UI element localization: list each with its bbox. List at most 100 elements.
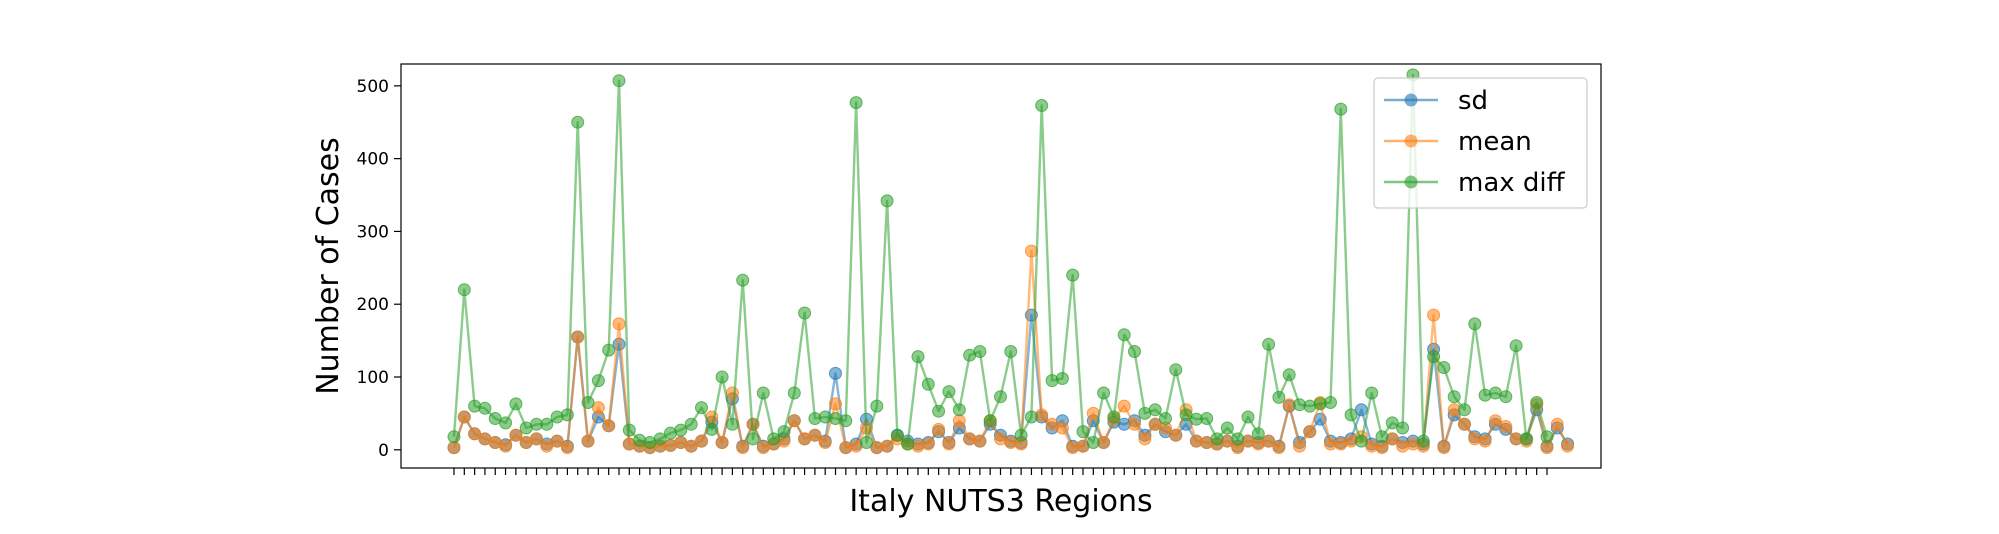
point-mean-11 (560, 441, 574, 455)
point-mean-106 (1540, 441, 1554, 455)
point-max-diff-80 (1272, 390, 1286, 404)
point-max-diff-88 (1354, 434, 1368, 448)
point-max-diff-81 (1282, 368, 1296, 382)
point-max-diff-17 (622, 423, 636, 437)
point-max-diff-83 (1303, 399, 1317, 413)
y-tick-label-100: 100 (357, 368, 389, 388)
point-max-diff-29 (746, 432, 760, 446)
x-axis-title: Italy NUTS3 Regions (849, 484, 1152, 519)
point-mean-26 (715, 436, 729, 449)
point-max-diff-26 (715, 370, 729, 384)
point-mean-16 (612, 317, 626, 331)
point-max-diff-9 (540, 417, 554, 431)
point-max-diff-3 (478, 401, 492, 415)
point-max-diff-62 (1086, 436, 1100, 449)
point-max-diff-56 (1024, 410, 1038, 424)
y-tick-label-300: 300 (357, 222, 389, 242)
point-max-diff-11 (560, 408, 574, 422)
point-max-diff-77 (1241, 410, 1255, 424)
point-mean-47 (932, 422, 946, 436)
point-mean-28 (736, 441, 750, 455)
point-max-diff-75 (1220, 421, 1234, 435)
point-max-diff-61 (1076, 425, 1090, 439)
point-max-diff-102 (1499, 390, 1513, 404)
point-max-diff-24 (695, 401, 708, 415)
point-max-diff-69 (1159, 412, 1172, 425)
point-max-diff-105 (1530, 396, 1544, 409)
series-max-diff (447, 68, 1554, 451)
point-mean-10 (550, 434, 564, 448)
point-max-diff-15 (602, 343, 616, 357)
point-max-diff-12 (571, 115, 585, 129)
point-mean-14 (591, 401, 605, 415)
point-max-diff-16 (612, 74, 626, 88)
point-max-diff-5 (499, 416, 513, 430)
point-max-diff-46 (921, 377, 935, 391)
point-mean-0 (447, 441, 461, 455)
point-mean-12 (571, 330, 585, 344)
y-axis-title: Number of Cases (311, 137, 346, 395)
legend-marker-max-diff (1404, 175, 1418, 189)
point-mean-48 (942, 437, 956, 451)
point-mean-36 (818, 436, 832, 449)
point-max-diff-91 (1385, 416, 1399, 430)
point-max-diff-13 (581, 396, 595, 409)
point-mean-23 (684, 439, 698, 453)
point-max-diff-87 (1344, 408, 1358, 422)
point-max-diff-40 (860, 436, 873, 449)
y-tick-label-200: 200 (357, 295, 389, 315)
point-mean-96 (1437, 441, 1451, 455)
y-tick-label-400: 400 (357, 150, 389, 170)
point-mean-79 (1262, 434, 1276, 448)
point-mean-24 (695, 434, 708, 448)
point-max-diff-0 (447, 430, 461, 444)
legend-label-mean: mean (1458, 127, 1532, 157)
point-mean-80 (1272, 441, 1286, 455)
point-max-diff-38 (839, 414, 853, 428)
point-mean-49 (952, 414, 966, 428)
point-max-diff-64 (1107, 410, 1121, 424)
point-mean-98 (1458, 417, 1471, 431)
point-max-diff-45 (911, 350, 925, 364)
point-mean-100 (1478, 434, 1492, 448)
point-mean-101 (1488, 414, 1502, 428)
point-mean-92 (1396, 439, 1410, 453)
point-max-diff-99 (1468, 317, 1482, 331)
y-tick-label-500: 500 (357, 77, 389, 97)
point-max-diff-41 (870, 399, 884, 413)
point-mean-1 (457, 410, 471, 424)
legend-box (1373, 77, 1588, 209)
point-max-diff-57 (1035, 99, 1049, 112)
point-max-diff-28 (736, 273, 750, 287)
point-max-diff-86 (1334, 102, 1348, 116)
point-max-diff-6 (509, 397, 523, 411)
point-mean-65 (1117, 399, 1131, 413)
point-mean-27 (725, 386, 739, 400)
legend-label-sd: sd (1458, 86, 1488, 116)
point-max-diff-104 (1519, 432, 1533, 446)
point-mean-59 (1055, 421, 1069, 435)
point-max-diff-59 (1055, 372, 1069, 385)
point-max-diff-48 (942, 385, 956, 399)
point-sd-37 (829, 366, 842, 380)
point-mean-8 (530, 432, 543, 446)
point-mean-90 (1375, 441, 1389, 455)
point-mean-15 (602, 419, 616, 433)
point-max-diff-55 (1014, 428, 1028, 442)
point-max-diff-98 (1458, 403, 1471, 417)
point-mean-102 (1499, 420, 1513, 433)
point-max-diff-22 (674, 423, 688, 437)
point-max-diff-47 (932, 404, 946, 418)
point-max-diff-52 (983, 414, 997, 428)
point-max-diff-68 (1148, 403, 1162, 417)
point-max-diff-39 (849, 96, 863, 110)
point-mean-46 (921, 437, 935, 451)
point-mean-42 (880, 439, 894, 453)
point-max-diff-79 (1262, 337, 1276, 351)
point-mean-83 (1303, 425, 1317, 439)
point-max-diff-49 (952, 403, 966, 417)
point-max-diff-94 (1416, 434, 1430, 448)
point-max-diff-53 (994, 390, 1007, 404)
point-max-diff-92 (1396, 421, 1410, 435)
point-max-diff-30 (756, 386, 770, 400)
